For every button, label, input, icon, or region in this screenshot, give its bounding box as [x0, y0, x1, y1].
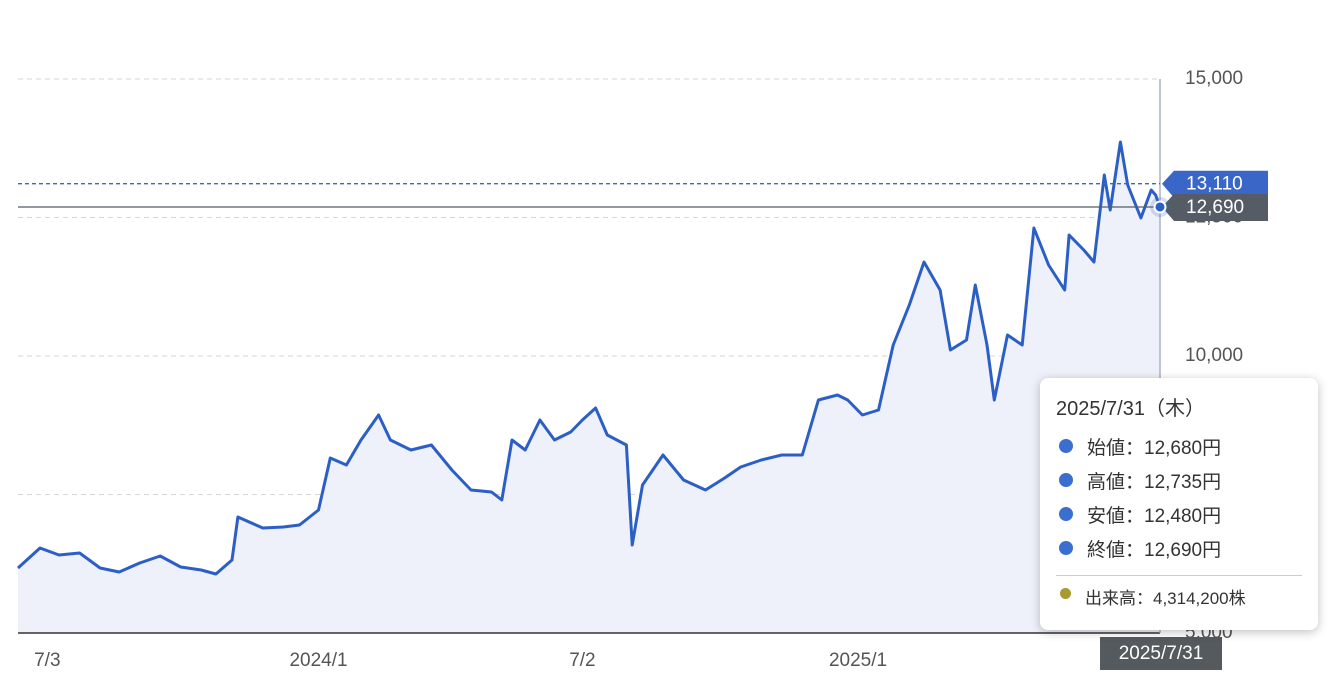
- tooltip-rows: 始値：12,680円 高値：12,735円 安値：12,480円 終値：12,690円: [1056, 429, 1302, 565]
- volume-dot: [1060, 588, 1071, 599]
- y-tick-label: 10,000: [1185, 345, 1243, 366]
- tooltip-separator: [1056, 575, 1302, 576]
- tooltip-row: 終値：12,690円: [1056, 531, 1302, 565]
- price-tag: [1162, 170, 1268, 198]
- tooltip-row: 始値：12,680円: [1056, 429, 1302, 463]
- tooltip-title: 2025/7/31（木）: [1056, 398, 1205, 420]
- tooltip-dot: [1059, 439, 1073, 453]
- x-tick-label: 2025/1: [829, 650, 887, 671]
- area-fill: [18, 142, 1160, 633]
- tooltip-dot: [1059, 473, 1073, 487]
- tooltip-volume: 出来高：4,314,200株: [1085, 589, 1246, 608]
- tooltip: 2025/7/31（木） 始値：12,680円 高値：12,735円 安値：12,4…: [1040, 378, 1318, 630]
- price-tag: [1162, 193, 1268, 221]
- cursor-dot: [1153, 200, 1167, 214]
- x-tick-label: 7/3: [34, 650, 60, 671]
- y-tick-label: 15,000: [1185, 68, 1243, 89]
- tooltip-row: 高値：12,735円: [1056, 463, 1302, 497]
- x-tick-label: 7/2: [569, 650, 595, 671]
- price-tag-label: 13,110: [1186, 174, 1243, 195]
- cursor-label-box: [1100, 637, 1222, 670]
- tooltip-row-text: 安値：12,480円: [1087, 505, 1222, 527]
- tooltip-dot: [1059, 541, 1073, 555]
- tooltip-volume-row: 出来高：4,314,200株: [1056, 584, 1302, 609]
- price-tag-label: 12,690: [1186, 197, 1244, 218]
- price-line: [16, 140, 1162, 576]
- tooltip-row-text: 高値：12,735円: [1087, 471, 1222, 493]
- tooltip-row: 安値：12,480円: [1056, 497, 1302, 531]
- x-tick-label: 2024/1: [289, 650, 347, 671]
- cursor-label: 2025/7/31: [1119, 643, 1204, 664]
- tooltip-row-text: 終値：12,690円: [1087, 539, 1222, 561]
- tooltip-row-text: 始値：12,680円: [1087, 437, 1222, 459]
- tooltip-dot: [1059, 507, 1073, 521]
